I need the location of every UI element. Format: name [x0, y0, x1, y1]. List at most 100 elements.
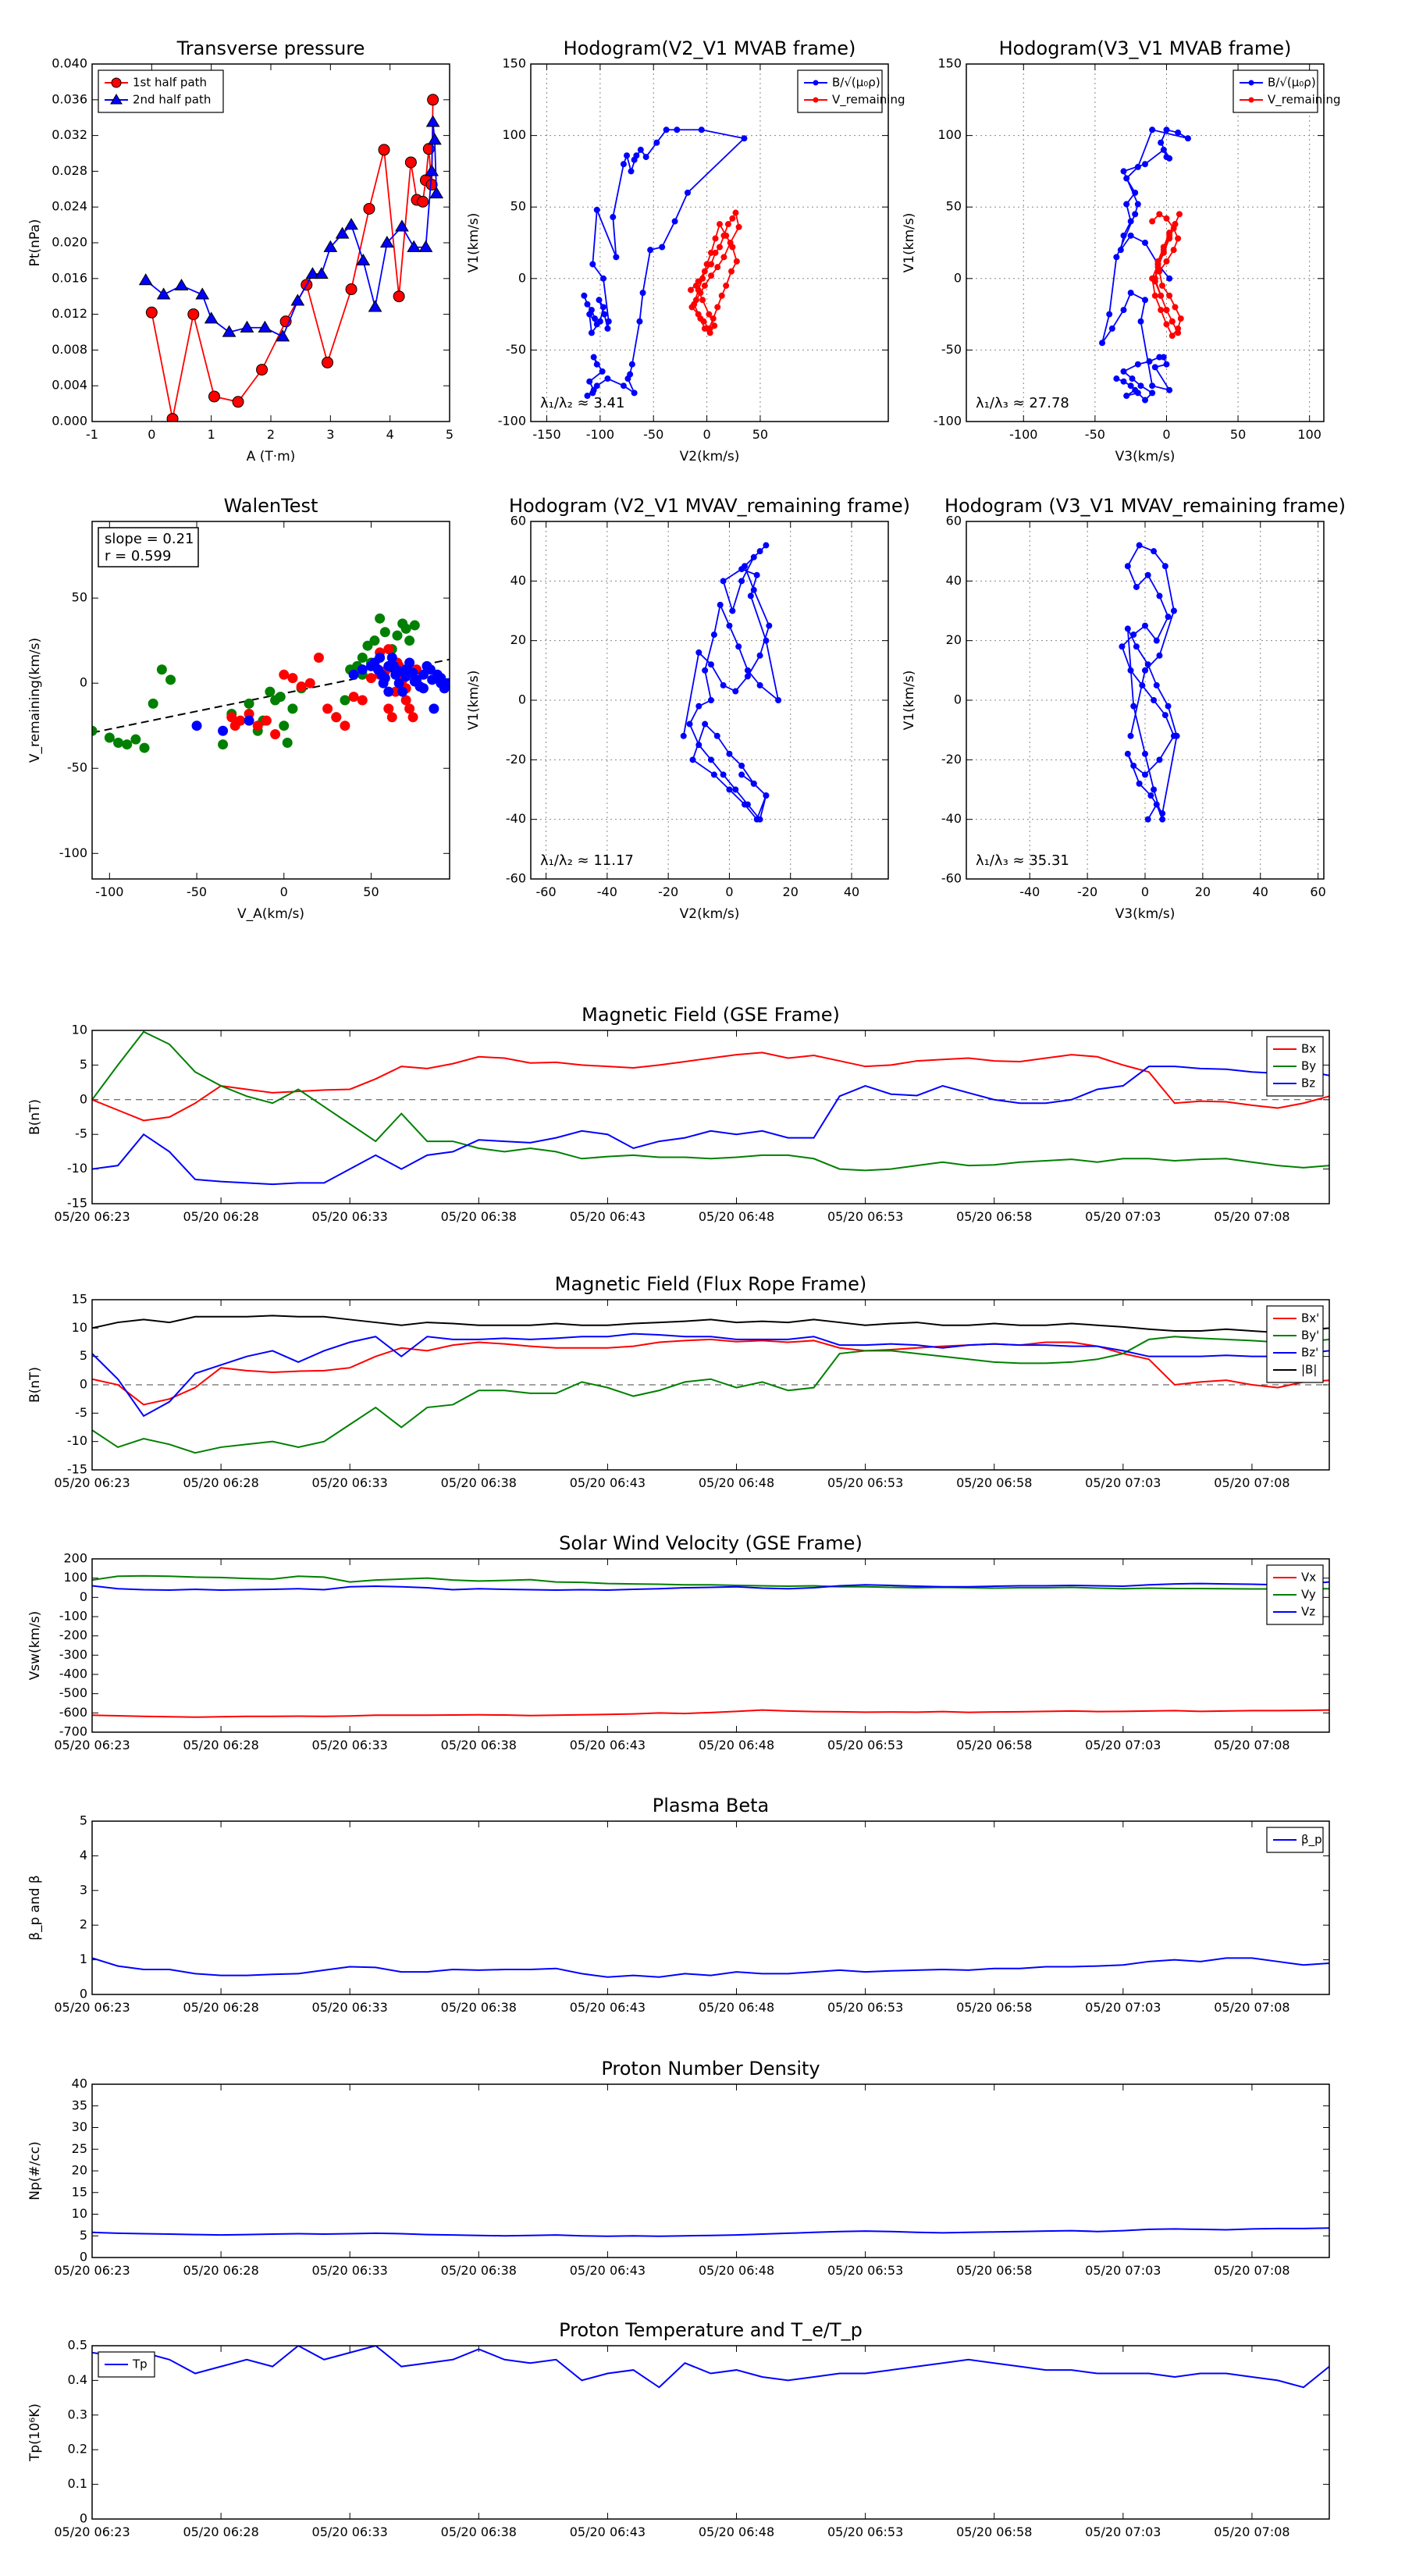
y-tick-label: 50: [510, 199, 526, 214]
y-tick-label: 20: [72, 2163, 87, 2178]
data-point: [701, 268, 708, 275]
legend-label: Bz': [1301, 1346, 1318, 1360]
data-point: [763, 637, 770, 644]
data-point: [417, 195, 429, 208]
data-point: [1137, 382, 1144, 390]
x-tick-label: 05/20 06:38: [441, 2524, 517, 2539]
x-tick-label: 50: [363, 884, 379, 899]
data-point: [92, 725, 98, 736]
data-point: [1134, 361, 1141, 368]
data-point: [716, 244, 723, 251]
data-point: [720, 681, 727, 688]
data-point: [711, 322, 718, 329]
x-tick-label: -40: [1019, 884, 1040, 899]
x-tick-label: 05/20 06:23: [54, 2000, 130, 2015]
x-tick-label: 05/20 06:48: [699, 1209, 774, 1224]
y-tick-label: 10: [72, 2206, 87, 2221]
data-point: [586, 311, 593, 318]
x-tick-label: 05/20 07:03: [1085, 1209, 1161, 1224]
data-point: [596, 297, 603, 304]
data-point: [756, 652, 763, 659]
data-point: [226, 712, 237, 723]
data-point: [756, 681, 763, 688]
data-point: [165, 674, 176, 685]
y-axis-label: Np(#/cc): [27, 2141, 43, 2200]
x-axis-label: V3(km/s): [1115, 449, 1176, 464]
series-Bz: [92, 1066, 1329, 1186]
chart-title: Magnetic Field (GSE Frame): [582, 1004, 840, 1026]
y-tick-label: 1: [80, 1952, 87, 1966]
x-tick-label: 05/20 06:23: [54, 1209, 130, 1224]
y-axis-label: β_p and β: [27, 1875, 43, 1941]
data-point: [1133, 583, 1140, 590]
x-tick-label: 40: [1253, 884, 1268, 899]
x-tick-label: 05/20 06:48: [699, 1738, 774, 1752]
data-point: [265, 686, 276, 697]
chart-title: Proton Temperature and T_e/T_p: [559, 2319, 863, 2341]
series-Vy: [92, 1574, 1329, 1590]
data-point: [386, 712, 397, 723]
eigenvalue-ratio: λ₁/λ₂ ≈ 3.41: [540, 395, 624, 411]
y-tick-label: 60: [510, 514, 526, 528]
y-tick-label: 0.008: [52, 342, 87, 357]
data-point: [723, 282, 730, 289]
data-point: [436, 678, 446, 688]
y-tick-label: 10: [72, 1023, 87, 1037]
series-line: [92, 1336, 1329, 1454]
data-point: [427, 94, 439, 106]
data-point: [723, 232, 730, 239]
series-2nd half path: [138, 115, 444, 342]
y-tick-label: 0: [80, 1091, 87, 1106]
data-point: [695, 742, 702, 749]
plot-frame: [91, 1299, 1330, 1471]
data-point: [400, 623, 411, 634]
x-tick-label: 4: [386, 427, 394, 442]
y-tick-label: 20: [946, 632, 962, 647]
data-point: [1173, 732, 1180, 739]
data-point: [1149, 126, 1156, 133]
x-tick-label: 40: [844, 884, 859, 899]
data-point: [732, 688, 739, 695]
data-point: [279, 669, 290, 680]
series-0: [680, 542, 782, 823]
series-B/√(μ₀ρ): [1099, 126, 1191, 404]
data-point: [750, 586, 757, 593]
data-point: [763, 792, 770, 799]
y-tick-label: -600: [59, 1705, 87, 1720]
data-point: [1144, 816, 1151, 823]
y-tick-label: -15: [67, 1196, 87, 1211]
series-V_remaining: [688, 209, 742, 336]
data-point: [707, 661, 714, 668]
x-tick-label: 05/20 06:58: [956, 1738, 1032, 1752]
y-axis-label: Tp(10⁶K): [27, 2403, 43, 2462]
x-tick-label: 05/20 06:53: [827, 2524, 903, 2539]
y-tick-label: 5: [80, 1813, 87, 1828]
data-point: [287, 703, 298, 714]
data-point: [1151, 292, 1158, 299]
y-axis-label: V1(km/s): [466, 671, 482, 731]
x-tick-label: 05/20 06:58: [956, 2263, 1032, 2278]
series-Tp: [92, 2346, 1329, 2389]
data-point: [589, 261, 596, 268]
data-point: [1127, 290, 1134, 297]
y-tick-label: 0.016: [52, 270, 87, 285]
data-point: [1106, 311, 1113, 318]
y-tick-label: -10: [67, 1161, 87, 1176]
data-point: [659, 244, 666, 251]
data-point: [1130, 703, 1137, 710]
data-point: [322, 703, 333, 714]
data-point: [588, 329, 595, 336]
data-point: [1142, 750, 1148, 757]
legend-box: [98, 69, 224, 113]
data-point: [712, 235, 719, 242]
y-tick-label: -100: [498, 414, 526, 429]
y-tick-label: 0: [80, 675, 87, 690]
data-point: [766, 622, 773, 629]
data-point: [714, 264, 721, 271]
data-point: [148, 698, 158, 709]
data-point: [756, 548, 763, 555]
x-tick-label: 0: [702, 427, 710, 442]
series-line: [92, 1030, 1329, 1172]
data-point: [356, 253, 371, 265]
data-point: [369, 635, 380, 646]
